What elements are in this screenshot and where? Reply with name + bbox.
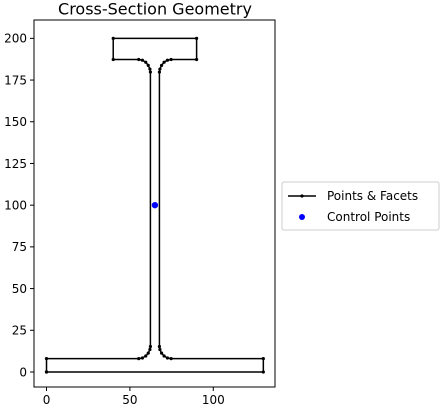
series-points-facets-point	[165, 356, 170, 360]
series-points-facets-point	[137, 57, 141, 62]
series-points-facets-point	[148, 344, 153, 349]
series-points-facets-point	[169, 357, 173, 361]
series-points-facets-point	[146, 63, 150, 67]
x-axis: 0 50 100	[43, 387, 225, 407]
plot-area	[44, 36, 265, 374]
series-points-facets-point	[111, 36, 115, 40]
series-points-facets-point	[157, 70, 162, 74]
series-points-facets-point	[261, 370, 265, 374]
series-points-facets-point	[137, 357, 141, 361]
series-points-facets-point	[144, 60, 148, 64]
series-points-facets-point	[158, 67, 162, 71]
series-points-facets-point	[146, 351, 150, 355]
series-points-facets-point	[148, 347, 152, 352]
x-tick-label: 50	[122, 393, 137, 407]
series-points-facets-point	[140, 58, 145, 62]
plot-frame	[33, 19, 276, 388]
legend: Points & Facets Control Points	[281, 181, 440, 231]
series-points-facets-point	[159, 63, 164, 67]
legend-marker-control-points	[299, 214, 305, 220]
control-point	[151, 201, 159, 209]
legend-frame	[281, 181, 440, 231]
chart-title: Cross-Section Geometry	[58, 0, 252, 19]
y-tick-label: 75	[12, 240, 27, 254]
y-tick-label: 50	[12, 282, 27, 296]
legend-marker-points-facets	[300, 194, 304, 198]
y-tick-label: 100	[4, 198, 27, 212]
x-tick-label: 100	[202, 393, 225, 407]
series-points-facets-point	[44, 357, 49, 361]
series-points-facets-point	[44, 370, 49, 374]
y-axis: 0 25 50 75 100 125 150 175 200	[4, 32, 34, 379]
series-points-facets-point	[148, 70, 153, 74]
y-tick-label: 125	[4, 157, 27, 171]
y-tick-label: 0	[19, 365, 27, 379]
y-tick-label: 25	[12, 324, 27, 338]
series-points-facets-point	[165, 58, 170, 62]
x-tick-label: 0	[43, 393, 51, 407]
series-points-facets-point	[162, 60, 166, 64]
series-points-facets-point	[140, 356, 145, 360]
series-points-facets-point	[195, 57, 199, 62]
series-points-facets-point	[148, 67, 152, 71]
series-points-facets-point	[111, 57, 115, 62]
series-points-facets-point	[169, 57, 173, 62]
legend-label-control-points: Control Points	[327, 210, 410, 224]
series-points-facets-point	[144, 354, 148, 358]
series-points-facets-point	[159, 351, 164, 355]
y-tick-label: 150	[4, 115, 27, 129]
series-points-facets-point	[195, 36, 199, 40]
series-points-facets-point	[157, 344, 162, 349]
series-points-facets-point	[158, 347, 162, 352]
legend-label-points-facets: Points & Facets	[327, 189, 418, 203]
series-points-facets-point	[162, 354, 166, 358]
y-tick-label: 200	[4, 32, 27, 46]
series-points-facets-point	[261, 357, 265, 361]
y-tick-label: 175	[4, 73, 27, 87]
